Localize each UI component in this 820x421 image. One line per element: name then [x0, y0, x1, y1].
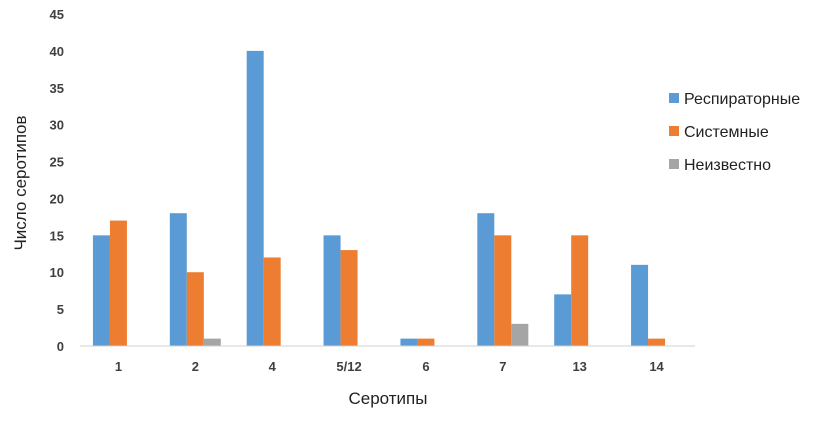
legend-label: Неизвестно: [684, 157, 771, 174]
y-axis-label: Число серотипов: [11, 115, 30, 250]
x-tick-label: 6: [422, 359, 429, 374]
x-tick-label: 4: [269, 359, 277, 374]
bar: [186, 272, 204, 346]
bar: [400, 338, 418, 346]
legend-swatch: [669, 93, 679, 103]
bar: [109, 220, 127, 346]
bar: [323, 235, 341, 346]
x-tick-labels: 1 2 4 5/12 6 7 13 14: [115, 359, 665, 374]
bar: [246, 50, 264, 347]
bar: [340, 250, 358, 346]
y-tick-label: 45: [50, 7, 64, 22]
y-tick-label: 5: [57, 302, 64, 317]
y-tick-labels: 0 5 10 15 20 25 30 35 40 45: [50, 7, 64, 354]
y-tick-label: 30: [50, 118, 64, 133]
x-tick-label: 2: [192, 359, 199, 374]
bar: [494, 235, 512, 346]
legend-swatch: [669, 159, 679, 169]
y-tick-label: 15: [50, 228, 64, 243]
bar: [169, 213, 187, 346]
bars: [92, 50, 666, 347]
x-tick-label: 14: [649, 359, 664, 374]
y-tick-label: 40: [50, 44, 64, 59]
y-tick-label: 0: [57, 339, 64, 354]
y-tick-label: 20: [50, 191, 64, 206]
x-axis-label: Серотипы: [349, 389, 428, 408]
bar: [263, 257, 281, 346]
bar: [554, 294, 572, 346]
legend-label: Системные: [684, 124, 769, 141]
bar: [92, 235, 110, 346]
bar: [417, 338, 435, 346]
y-tick-label: 35: [50, 81, 64, 96]
x-tick-label: 7: [499, 359, 506, 374]
y-tick-label: 10: [50, 265, 64, 280]
bar: [511, 323, 529, 346]
bar: [571, 235, 589, 346]
bar: [203, 338, 221, 346]
legend-swatch: [669, 126, 679, 136]
legend: Респираторные Системные Неизвестно: [669, 91, 800, 174]
bar: [648, 338, 666, 346]
bar: [477, 213, 495, 346]
x-tick-label: 13: [572, 359, 586, 374]
y-tick-label: 25: [50, 155, 64, 170]
x-tick-label: 1: [115, 359, 122, 374]
bar: [631, 264, 649, 346]
x-tick-label: 5/12: [336, 359, 361, 374]
legend-label: Респираторные: [684, 91, 800, 108]
